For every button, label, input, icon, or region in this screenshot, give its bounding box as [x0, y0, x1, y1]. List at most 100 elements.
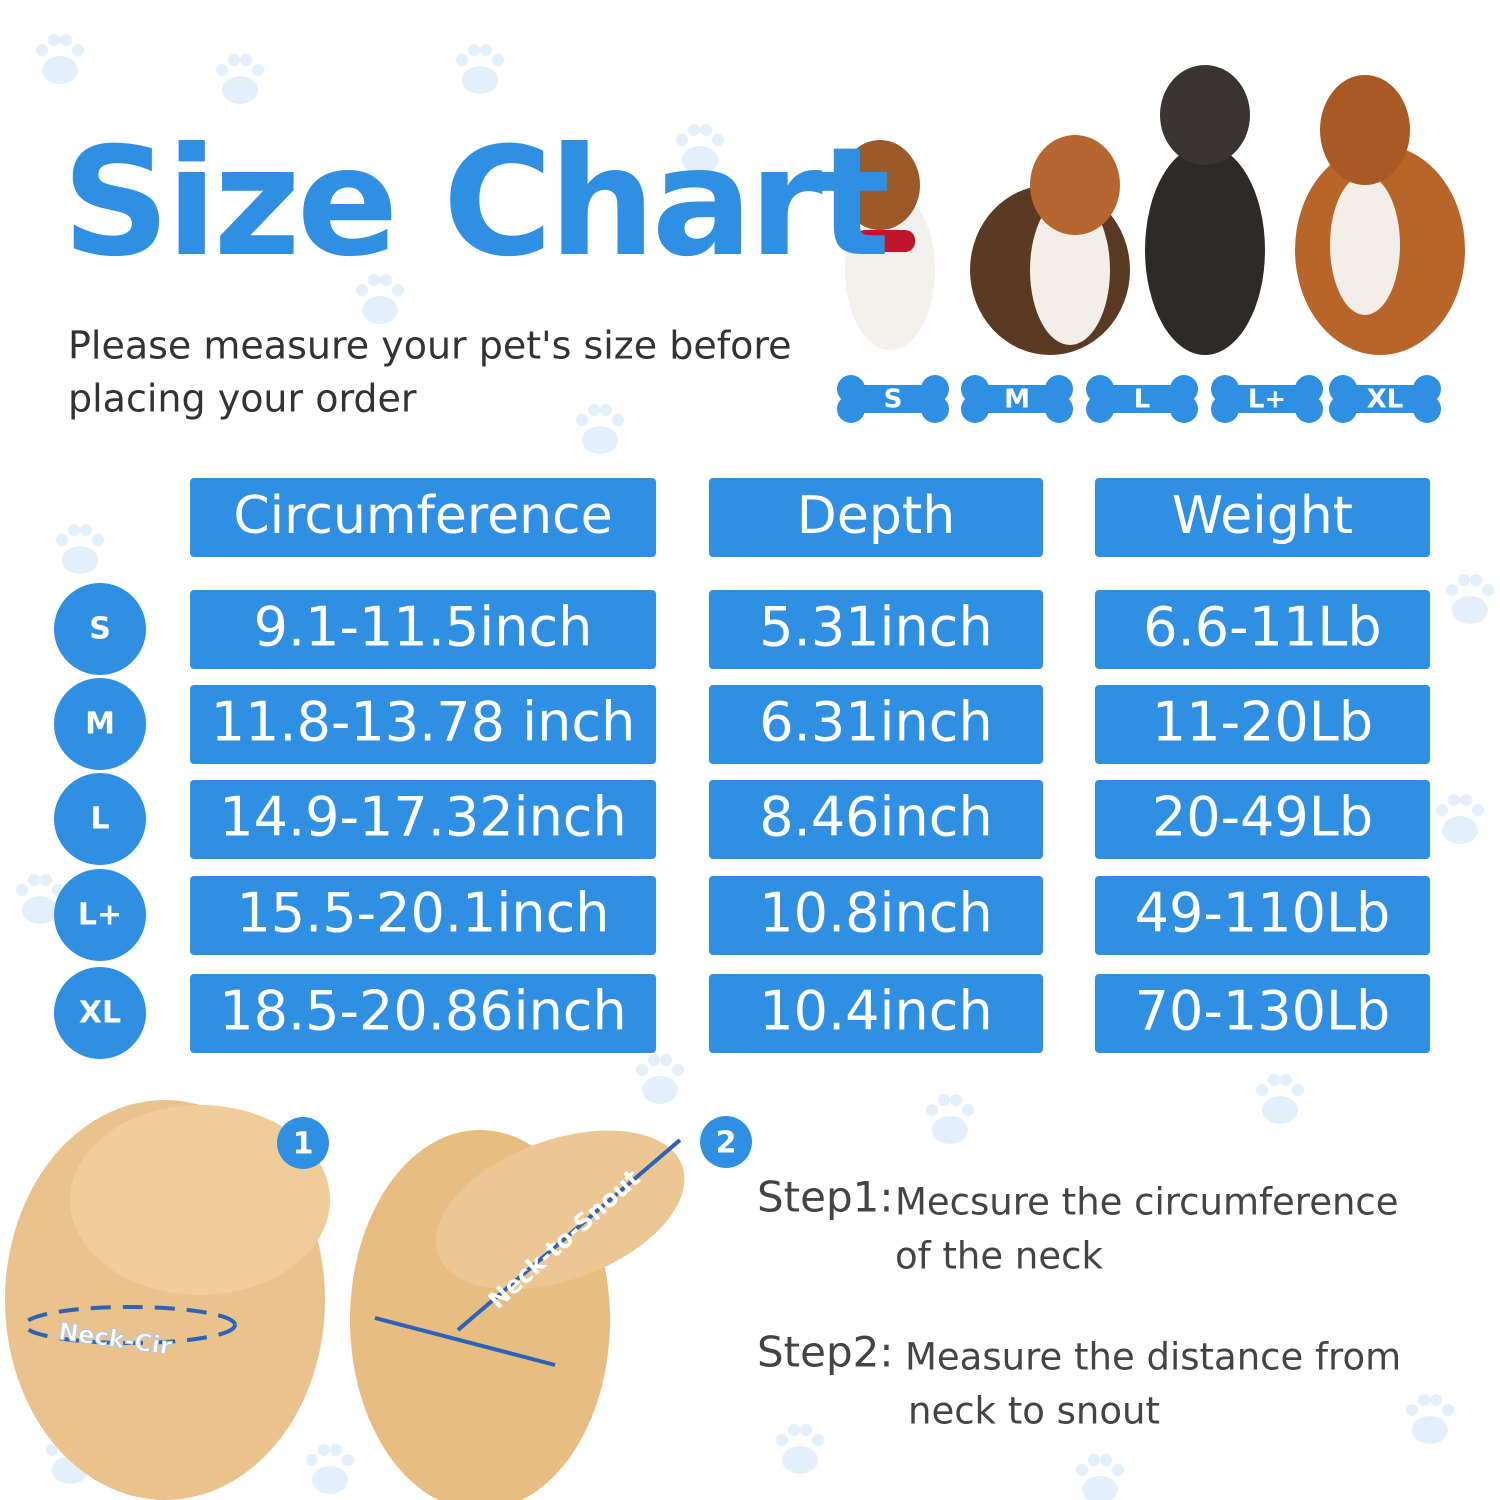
paw-pad	[782, 1446, 818, 1474]
paw-toe	[776, 1434, 788, 1446]
bone-shaft	[853, 385, 933, 413]
row-size: M	[85, 707, 115, 742]
paw-toe	[1292, 1084, 1304, 1096]
bone-knob	[1211, 375, 1239, 403]
paw-toe	[612, 414, 624, 426]
size-label: S	[884, 385, 903, 415]
header-cell	[190, 478, 656, 557]
cell-value: 11.8-13.78 inch	[211, 691, 636, 754]
bone-knob	[921, 375, 949, 403]
bone-shaft	[1102, 385, 1182, 413]
paw-toe	[926, 1104, 938, 1116]
paw-toe	[1472, 804, 1484, 816]
paw-print	[636, 1054, 684, 1104]
table-cell	[709, 780, 1043, 859]
bone-knob	[1329, 375, 1357, 403]
paw-toe	[576, 414, 588, 426]
table-cell	[1095, 780, 1430, 859]
cell-value: 18.5-20.86inch	[219, 980, 626, 1043]
paw-pad	[362, 296, 398, 324]
bone-knob	[1413, 395, 1441, 423]
paw-toe	[1406, 1404, 1418, 1416]
paw-toe	[1470, 574, 1482, 586]
step-number: 1	[293, 1127, 314, 1162]
paw-toe	[368, 274, 380, 286]
cell-value: 9.1-11.5inch	[254, 596, 593, 659]
cell-value: 49-110Lb	[1135, 882, 1391, 945]
paw-toe	[492, 54, 504, 66]
paw-print	[776, 1424, 824, 1474]
paw-pad	[1262, 1096, 1298, 1124]
paw-print	[456, 44, 504, 94]
paw-toe	[676, 134, 688, 146]
bone-knob	[1295, 375, 1323, 403]
paw-toe	[1430, 1394, 1442, 1406]
bone-knob	[1211, 395, 1239, 423]
size-badge	[54, 773, 146, 865]
paw-toe	[1112, 1464, 1124, 1476]
paw-print	[1076, 1454, 1124, 1500]
table-cell	[190, 780, 656, 859]
cell-value: 10.8inch	[759, 882, 992, 945]
size-bone: L	[1086, 375, 1198, 423]
bone-shaft	[1345, 385, 1425, 413]
paw-pad	[1452, 596, 1488, 624]
paw-toe	[36, 44, 48, 56]
paw-toe	[306, 1454, 318, 1466]
paw-toe	[48, 34, 60, 46]
paw-print	[1446, 574, 1494, 624]
bone-knob	[837, 395, 865, 423]
paw-toe	[80, 524, 92, 536]
step-label: Step1:	[757, 1173, 894, 1222]
paw-toe	[228, 54, 240, 66]
cell-value: 20-49Lb	[1152, 786, 1373, 849]
table-cell	[1095, 590, 1430, 669]
paw-toe	[1268, 1074, 1280, 1086]
table-cell	[190, 685, 656, 764]
table-cell	[709, 876, 1043, 955]
bone-knob	[1413, 375, 1441, 403]
paw-toe	[92, 534, 104, 546]
paw-toe	[1458, 574, 1470, 586]
paw-print	[1406, 1394, 1454, 1444]
paw-print	[1256, 1074, 1304, 1124]
paw-toe	[1280, 1074, 1292, 1086]
cell-value: 8.46inch	[759, 786, 992, 849]
table-cell	[709, 974, 1043, 1053]
table-cell	[190, 590, 656, 669]
paw-toe	[788, 1424, 800, 1436]
column-header: Circumference	[233, 486, 612, 546]
paw-toe	[318, 1444, 330, 1456]
paw-toe	[588, 404, 600, 416]
paw-pad	[682, 146, 718, 174]
paw-toe	[1418, 1394, 1430, 1406]
paw-print	[306, 1444, 354, 1494]
paw-toe	[1088, 1454, 1100, 1466]
paw-pad	[1442, 816, 1478, 844]
paw-toe	[16, 884, 28, 896]
title: Size Chart	[62, 116, 888, 290]
size-badge	[54, 967, 146, 1059]
paw-toe	[712, 134, 724, 146]
paw-toe	[56, 534, 68, 546]
paw-pad	[222, 76, 258, 104]
cell-value: 5.31inch	[759, 596, 992, 659]
paw-toe	[330, 1444, 342, 1456]
paw-pad	[1412, 1416, 1448, 1444]
cell-value: 10.4inch	[759, 980, 992, 1043]
paw-pad	[42, 56, 78, 84]
content: Size Chart Please measure your pet's size…	[54, 116, 1441, 1433]
subtitle: Please measure your pet's size before	[68, 324, 792, 368]
paw-toe	[216, 64, 228, 76]
paw-toe	[1482, 584, 1494, 596]
paw-toe	[252, 64, 264, 76]
column-header: Depth	[797, 486, 955, 546]
bone-knob	[1045, 395, 1073, 423]
paw-toe	[688, 124, 700, 136]
bone-knob	[961, 395, 989, 423]
bone-shaft	[977, 385, 1057, 413]
table-cell	[1095, 685, 1430, 764]
size-label: L	[1134, 385, 1151, 415]
paw-pad	[62, 546, 98, 574]
bone-knob	[1086, 395, 1114, 423]
